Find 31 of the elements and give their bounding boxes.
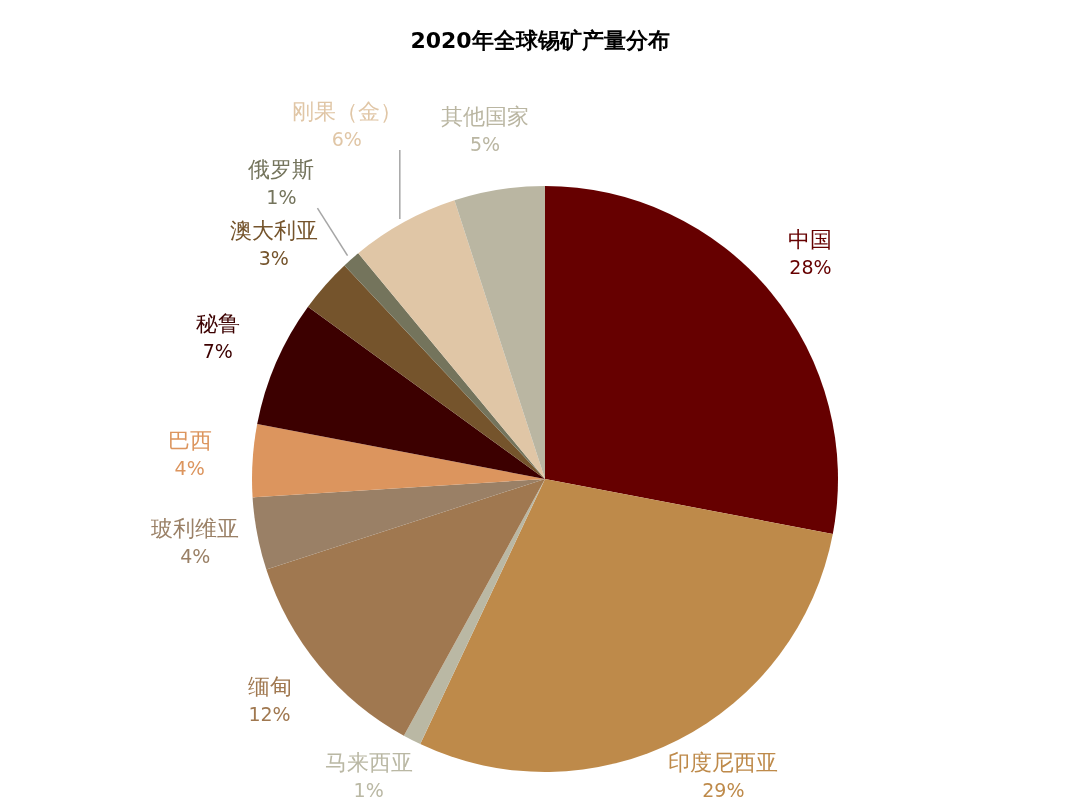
data-label: 5% <box>470 132 501 155</box>
slice-label: 其他国家 <box>441 103 530 129</box>
data-label: 4% <box>180 545 211 568</box>
pie-slice <box>420 479 833 772</box>
slice-label: 马来西亚 <box>324 750 413 775</box>
slice-label: 俄罗斯 <box>248 157 315 183</box>
data-label: 3% <box>258 247 289 270</box>
pie-slice <box>252 424 545 498</box>
chart-title: 2020年全球锡矿产量分布 <box>409 27 671 55</box>
data-label: 6% <box>331 128 362 151</box>
data-label: 1% <box>353 779 384 801</box>
pie-slice <box>307 265 545 479</box>
data-label: 28% <box>789 255 832 278</box>
slice-label: 中国 <box>788 226 833 252</box>
slice-label: 玻利维亚 <box>151 516 240 542</box>
pie-slice <box>454 186 545 479</box>
pie-slice <box>358 200 545 479</box>
data-label: 12% <box>248 703 291 726</box>
slice-label: 秘鲁 <box>195 311 240 337</box>
pie-slice <box>257 306 545 479</box>
slice-label: 澳大利亚 <box>229 218 318 244</box>
pie-slice <box>545 186 838 534</box>
slice-label: 巴西 <box>167 428 212 454</box>
data-label: 1% <box>266 186 297 209</box>
data-label: 29% <box>702 779 745 801</box>
pie-slice <box>252 479 545 570</box>
data-label: 7% <box>202 340 233 363</box>
data-label: 4% <box>174 457 205 480</box>
slice-label: 印度尼西亚 <box>668 750 779 775</box>
slice-label: 缅甸 <box>247 674 292 700</box>
slice-label: 刚果（金） <box>291 99 402 125</box>
